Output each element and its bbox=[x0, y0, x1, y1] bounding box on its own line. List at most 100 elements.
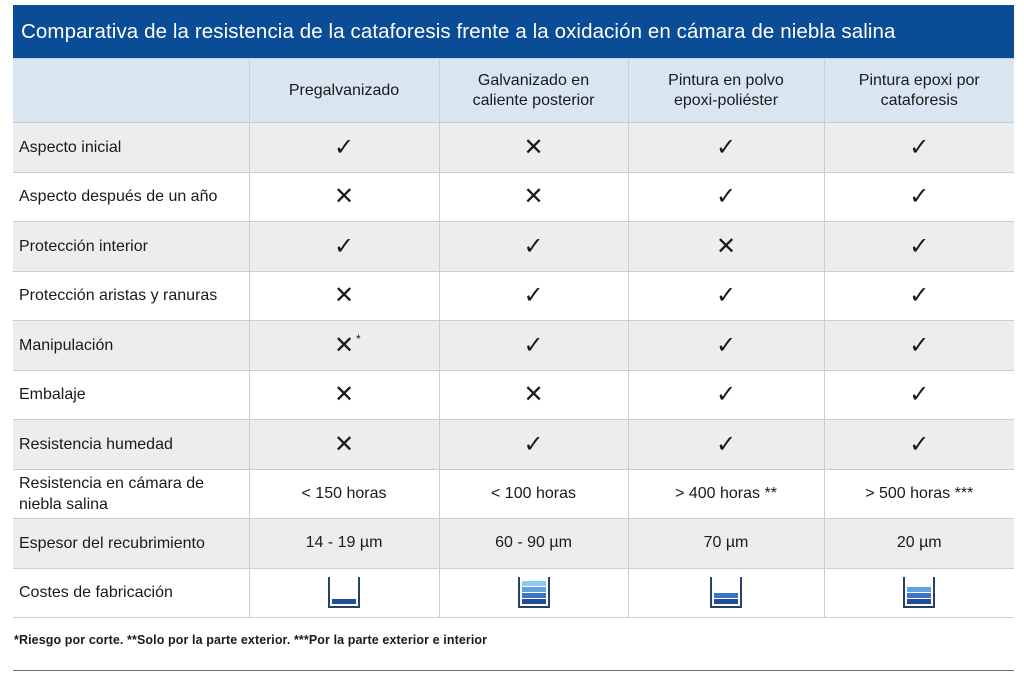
table-row: Aspecto inicial ✓ ✕ ✓ ✓ bbox=[13, 122, 1014, 173]
table-cell: < 100 horas bbox=[438, 468, 629, 519]
check-icon: ✓ bbox=[909, 132, 930, 161]
table-cell: ✓ bbox=[627, 419, 825, 470]
table-title: Comparativa de la resistencia de la cata… bbox=[13, 5, 1014, 58]
cross-icon: ✕ bbox=[333, 380, 355, 409]
check-icon: ✓ bbox=[909, 330, 930, 359]
table-cell: ✓ bbox=[438, 270, 629, 321]
cross-icon: ✕ bbox=[715, 231, 737, 260]
column-header: Pintura epoxi por cataforesis bbox=[823, 58, 1014, 123]
check-icon: ✓ bbox=[909, 380, 930, 409]
table-cell: ✓ bbox=[823, 171, 1014, 222]
row-label: Embalaje bbox=[13, 369, 250, 420]
check-icon: ✓ bbox=[715, 182, 737, 211]
row-label: Protección aristas y ranuras bbox=[13, 270, 250, 321]
cross-icon: ✕ bbox=[523, 182, 544, 211]
column-header: Galvanizado en caliente posterior bbox=[438, 58, 629, 123]
check-icon: ✓ bbox=[523, 281, 544, 310]
cross-icon: ✕ bbox=[333, 281, 355, 310]
table-row: Aspecto después de un año ✕ ✕ ✓ ✓ bbox=[13, 171, 1014, 222]
table-cell: ✓ bbox=[627, 320, 825, 371]
table-cell: 60 - 90 µm bbox=[438, 518, 629, 569]
table-cell: ✕ bbox=[438, 171, 629, 222]
table-cell: ✓ bbox=[438, 320, 629, 371]
table-cell bbox=[627, 567, 825, 618]
table-cell: ✓ bbox=[823, 419, 1014, 470]
row-label: Protección interior bbox=[13, 221, 250, 272]
table-cell: 14 - 19 µm bbox=[248, 518, 440, 569]
table-row: Resistencia humedad ✕ ✓ ✓ ✓ bbox=[13, 419, 1014, 470]
table-cell: ✓ bbox=[627, 270, 825, 321]
check-icon: ✓ bbox=[909, 429, 930, 458]
table-cell: ✓ bbox=[627, 171, 825, 222]
check-icon: ✓ bbox=[909, 281, 930, 310]
row-label: Espesor del recubrimiento bbox=[13, 518, 250, 569]
table-row: Protección interior ✓ ✓ ✕ ✓ bbox=[13, 221, 1014, 272]
cross-icon: ✕ bbox=[333, 182, 355, 211]
table-cell: ✓ bbox=[823, 320, 1014, 371]
table-row: Protección aristas y ranuras ✕ ✓ ✓ ✓ bbox=[13, 270, 1014, 321]
table-cell: ✓ bbox=[248, 221, 440, 272]
check-icon: ✓ bbox=[909, 182, 930, 211]
table-cell: 70 µm bbox=[627, 518, 825, 569]
row-label: Aspecto después de un año bbox=[13, 171, 250, 222]
cross-icon: ✕ * bbox=[334, 332, 361, 357]
table-cell: ✕ bbox=[248, 270, 440, 321]
check-icon: ✓ bbox=[715, 330, 737, 359]
table-row: Embalaje ✕ ✕ ✓ ✓ bbox=[13, 369, 1014, 420]
table-row-costs: Costes de fabricación bbox=[13, 567, 1014, 618]
table-cell: > 500 horas *** bbox=[823, 468, 1014, 519]
comparison-table: Pregalvanizado Galvanizado en caliente p… bbox=[13, 58, 1014, 618]
check-icon: ✓ bbox=[909, 231, 930, 260]
cross-icon: ✕ bbox=[523, 132, 544, 161]
cross-icon: ✕ bbox=[523, 380, 544, 409]
check-icon: ✓ bbox=[333, 132, 355, 161]
cost-level-gauge-icon bbox=[328, 577, 360, 609]
check-icon: ✓ bbox=[715, 380, 737, 409]
table-cell: ✓ bbox=[438, 419, 629, 470]
table-cell: ✓ bbox=[627, 369, 825, 420]
check-icon: ✓ bbox=[715, 281, 737, 310]
cost-level-gauge-icon bbox=[710, 577, 742, 609]
table-cell: ✓ bbox=[627, 122, 825, 173]
check-icon: ✓ bbox=[523, 231, 544, 260]
table-cell: 20 µm bbox=[823, 518, 1014, 569]
check-icon: ✓ bbox=[523, 429, 544, 458]
footnote: *Riesgo por corte. **Solo por la parte e… bbox=[14, 633, 488, 647]
table-cell: ✕ * bbox=[248, 320, 440, 371]
column-header: Pintura en polvo epoxi-poliéster bbox=[627, 58, 825, 123]
bottom-rule bbox=[13, 670, 1014, 671]
check-icon: ✓ bbox=[523, 330, 544, 359]
table-cell: ✓ bbox=[823, 221, 1014, 272]
check-icon: ✓ bbox=[333, 231, 355, 260]
cost-level-gauge-icon bbox=[903, 577, 936, 609]
table-cell: ✕ bbox=[627, 221, 825, 272]
table-cell: ✕ bbox=[438, 122, 629, 173]
cost-level-gauge-icon bbox=[517, 577, 550, 609]
check-icon: ✓ bbox=[715, 132, 737, 161]
table-cell bbox=[823, 567, 1014, 618]
table-cell: ✓ bbox=[823, 122, 1014, 173]
cross-icon: ✕ bbox=[333, 429, 355, 458]
table-cell: ✓ bbox=[438, 221, 629, 272]
table-cell: < 150 horas bbox=[248, 468, 440, 519]
table-row: Resistencia en cámara de niebla salina < … bbox=[13, 468, 1014, 519]
table-cell: ✓ bbox=[823, 270, 1014, 321]
table-cell bbox=[248, 567, 440, 618]
table-row: Espesor del recubrimiento 14 - 19 µm 60 - … bbox=[13, 518, 1014, 569]
row-label: Aspecto inicial bbox=[13, 122, 250, 173]
table-cell: ✓ bbox=[823, 369, 1014, 420]
check-icon: ✓ bbox=[715, 429, 737, 458]
column-header: Pregalvanizado bbox=[248, 58, 440, 123]
table-cell bbox=[438, 567, 629, 618]
table-cell: ✕ bbox=[438, 369, 629, 420]
table-cell: ✕ bbox=[248, 171, 440, 222]
table-cell: > 400 horas ** bbox=[627, 468, 825, 519]
header-corner bbox=[13, 58, 250, 123]
table-row: Manipulación ✕ * ✓ ✓ ✓ bbox=[13, 320, 1014, 371]
row-label: Costes de fabricación bbox=[13, 567, 250, 618]
table-cell: ✕ bbox=[248, 369, 440, 420]
table-cell: ✓ bbox=[248, 122, 440, 173]
footnote-marker: * bbox=[355, 331, 361, 346]
row-label: Resistencia en cámara de niebla salina bbox=[13, 468, 250, 519]
row-label: Resistencia humedad bbox=[13, 419, 250, 470]
